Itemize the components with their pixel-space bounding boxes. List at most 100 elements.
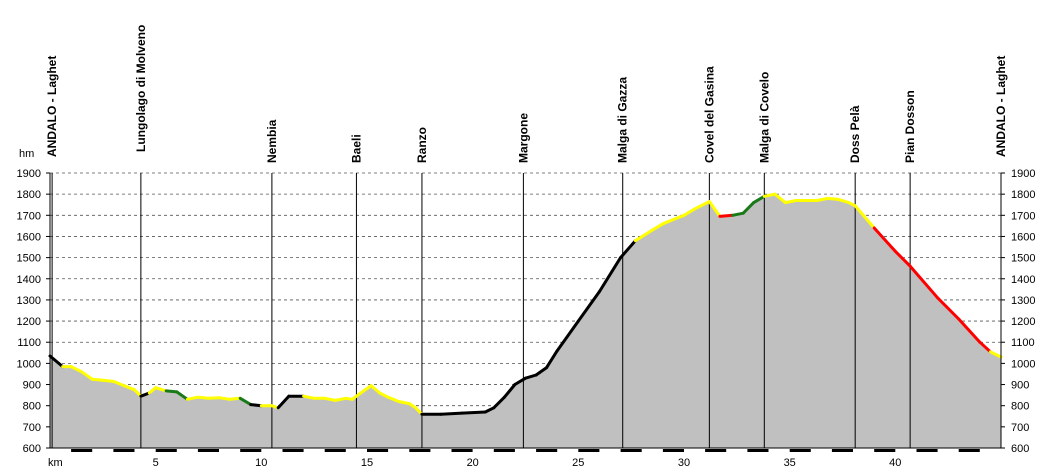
y-tick-label-right: 1600 [1011,231,1035,243]
elevation-segment-yellow [378,391,390,399]
elevation-segment-yellow [111,379,126,388]
elevation-segment-black [545,349,559,370]
elevation-segment-yellow [836,197,851,205]
y-tick-label-left: 700 [23,422,41,434]
elevation-segment-yellow [397,400,411,406]
location-label: Lungolago di Molveno [134,25,148,152]
elevation-segment-black [524,373,538,380]
y-tick-label-left: 1400 [17,274,41,286]
x-scale-block [789,449,811,452]
y-tick-label-right: 1700 [1011,210,1035,222]
elevation-segment-black [598,256,623,293]
y-tick-label-right: 1000 [1011,358,1035,370]
x-scale-block [367,449,389,452]
y-axis-unit-label: hm [19,148,34,160]
y-tick-label-right: 600 [1011,443,1029,455]
x-scale-block [536,449,558,452]
y-tick-label-left: 1200 [17,316,41,328]
elevation-segment-red [908,264,940,300]
x-scale-block [451,449,473,452]
x-scale-block [71,449,93,452]
y-tick-label-left: 600 [23,443,41,455]
y-tick-label-left: 1500 [17,253,41,265]
y-tick-label-right: 1100 [1011,337,1035,349]
elevation-segment-yellow [853,204,876,230]
location-label: Malga di Gazza [616,77,630,163]
x-scale-block [409,449,431,452]
elevation-segment-yellow [386,395,401,403]
elevation-segment-yellow [707,200,722,218]
x-tick-label: 15 [361,457,373,469]
elevation-segment-black [249,403,263,408]
x-scale-block [958,449,980,452]
elevation-segment-yellow [333,396,348,402]
elevation-segment-black [619,239,637,260]
elevation-segment-red [957,317,982,344]
elevation-segment-red [718,213,735,218]
elevation-segment-black [555,319,580,353]
elevation-segment-green [741,201,756,215]
elevation-segment-yellow [988,350,1003,359]
elevation-segment-green [175,390,189,401]
x-scale-block [282,449,304,452]
elevation-segment-black [483,406,496,414]
elevation-segment-yellow [185,395,200,401]
x-scale-block [155,449,177,452]
elevation-segment-yellow [633,228,654,243]
y-tick-label-right: 800 [1011,401,1029,413]
elevation-segment-black [534,366,549,377]
x-scale-block [578,449,600,452]
elevation-segment-yellow [826,196,840,201]
elevation-segment-yellow [783,199,798,205]
elevation-segment-yellow [207,396,221,400]
location-label: Margone [516,113,530,163]
elevation-segment-yellow [69,365,84,374]
x-tick-label: 25 [572,457,584,469]
elevation-segment-yellow [671,213,686,221]
y-tick-label-right: 700 [1011,422,1029,434]
elevation-segment-black [513,376,527,386]
x-scale-block [493,449,515,452]
x-tick-label: 20 [467,457,479,469]
elevation-segment-green [238,396,253,407]
elevation-segment-yellow [369,384,382,395]
elevation-segment-black [276,394,291,410]
x-tick-label: 5 [153,457,159,469]
location-label: Doss Pelà [848,105,862,163]
elevation-segment-black [492,395,506,410]
location-label: ANDALO - Laghet [994,56,1008,157]
elevation-segment-green [752,194,766,205]
x-scale-block [874,449,896,452]
elevation-segment-yellow [133,388,143,398]
elevation-segment-black [460,410,487,415]
y-tick-label-right: 1200 [1011,316,1035,328]
elevation-segment-red [872,226,897,253]
elevation-segment-yellow [90,377,105,382]
elevation-segment-yellow [762,192,777,198]
y-tick-label-left: 1800 [17,189,41,201]
y-tick-label-right: 1900 [1011,168,1035,180]
y-tick-label-left: 1600 [17,231,41,243]
elevation-segment-yellow [122,384,136,392]
elevation-segment-green [164,389,179,394]
location-label: Nembia [265,119,279,163]
x-scale-block [662,449,684,452]
location-label: Ranzo [415,127,429,163]
y-tick-label-left: 1300 [17,295,41,307]
elevation-segment-yellow [815,196,830,202]
y-tick-label-right: 1400 [1011,274,1035,286]
x-axis-unit-label: km [48,457,63,469]
elevation-segment-yellow [773,192,787,205]
elevation-segment-red [978,340,992,354]
x-tick-label: 30 [678,457,690,469]
y-tick-label-right: 1500 [1011,253,1035,265]
elevation-segment-yellow [196,395,210,400]
y-tick-label-right: 1800 [1011,189,1035,201]
location-label: Malga di Covelo [757,72,771,163]
labels: hm km 600 600 700 700 800 800 900 900 1000 1000 11… [17,25,1036,469]
x-scale-block [831,449,853,452]
y-tick-label-left: 900 [23,380,41,392]
y-tick-label-left: 1700 [17,210,41,222]
elevation-segment-yellow [350,391,363,401]
